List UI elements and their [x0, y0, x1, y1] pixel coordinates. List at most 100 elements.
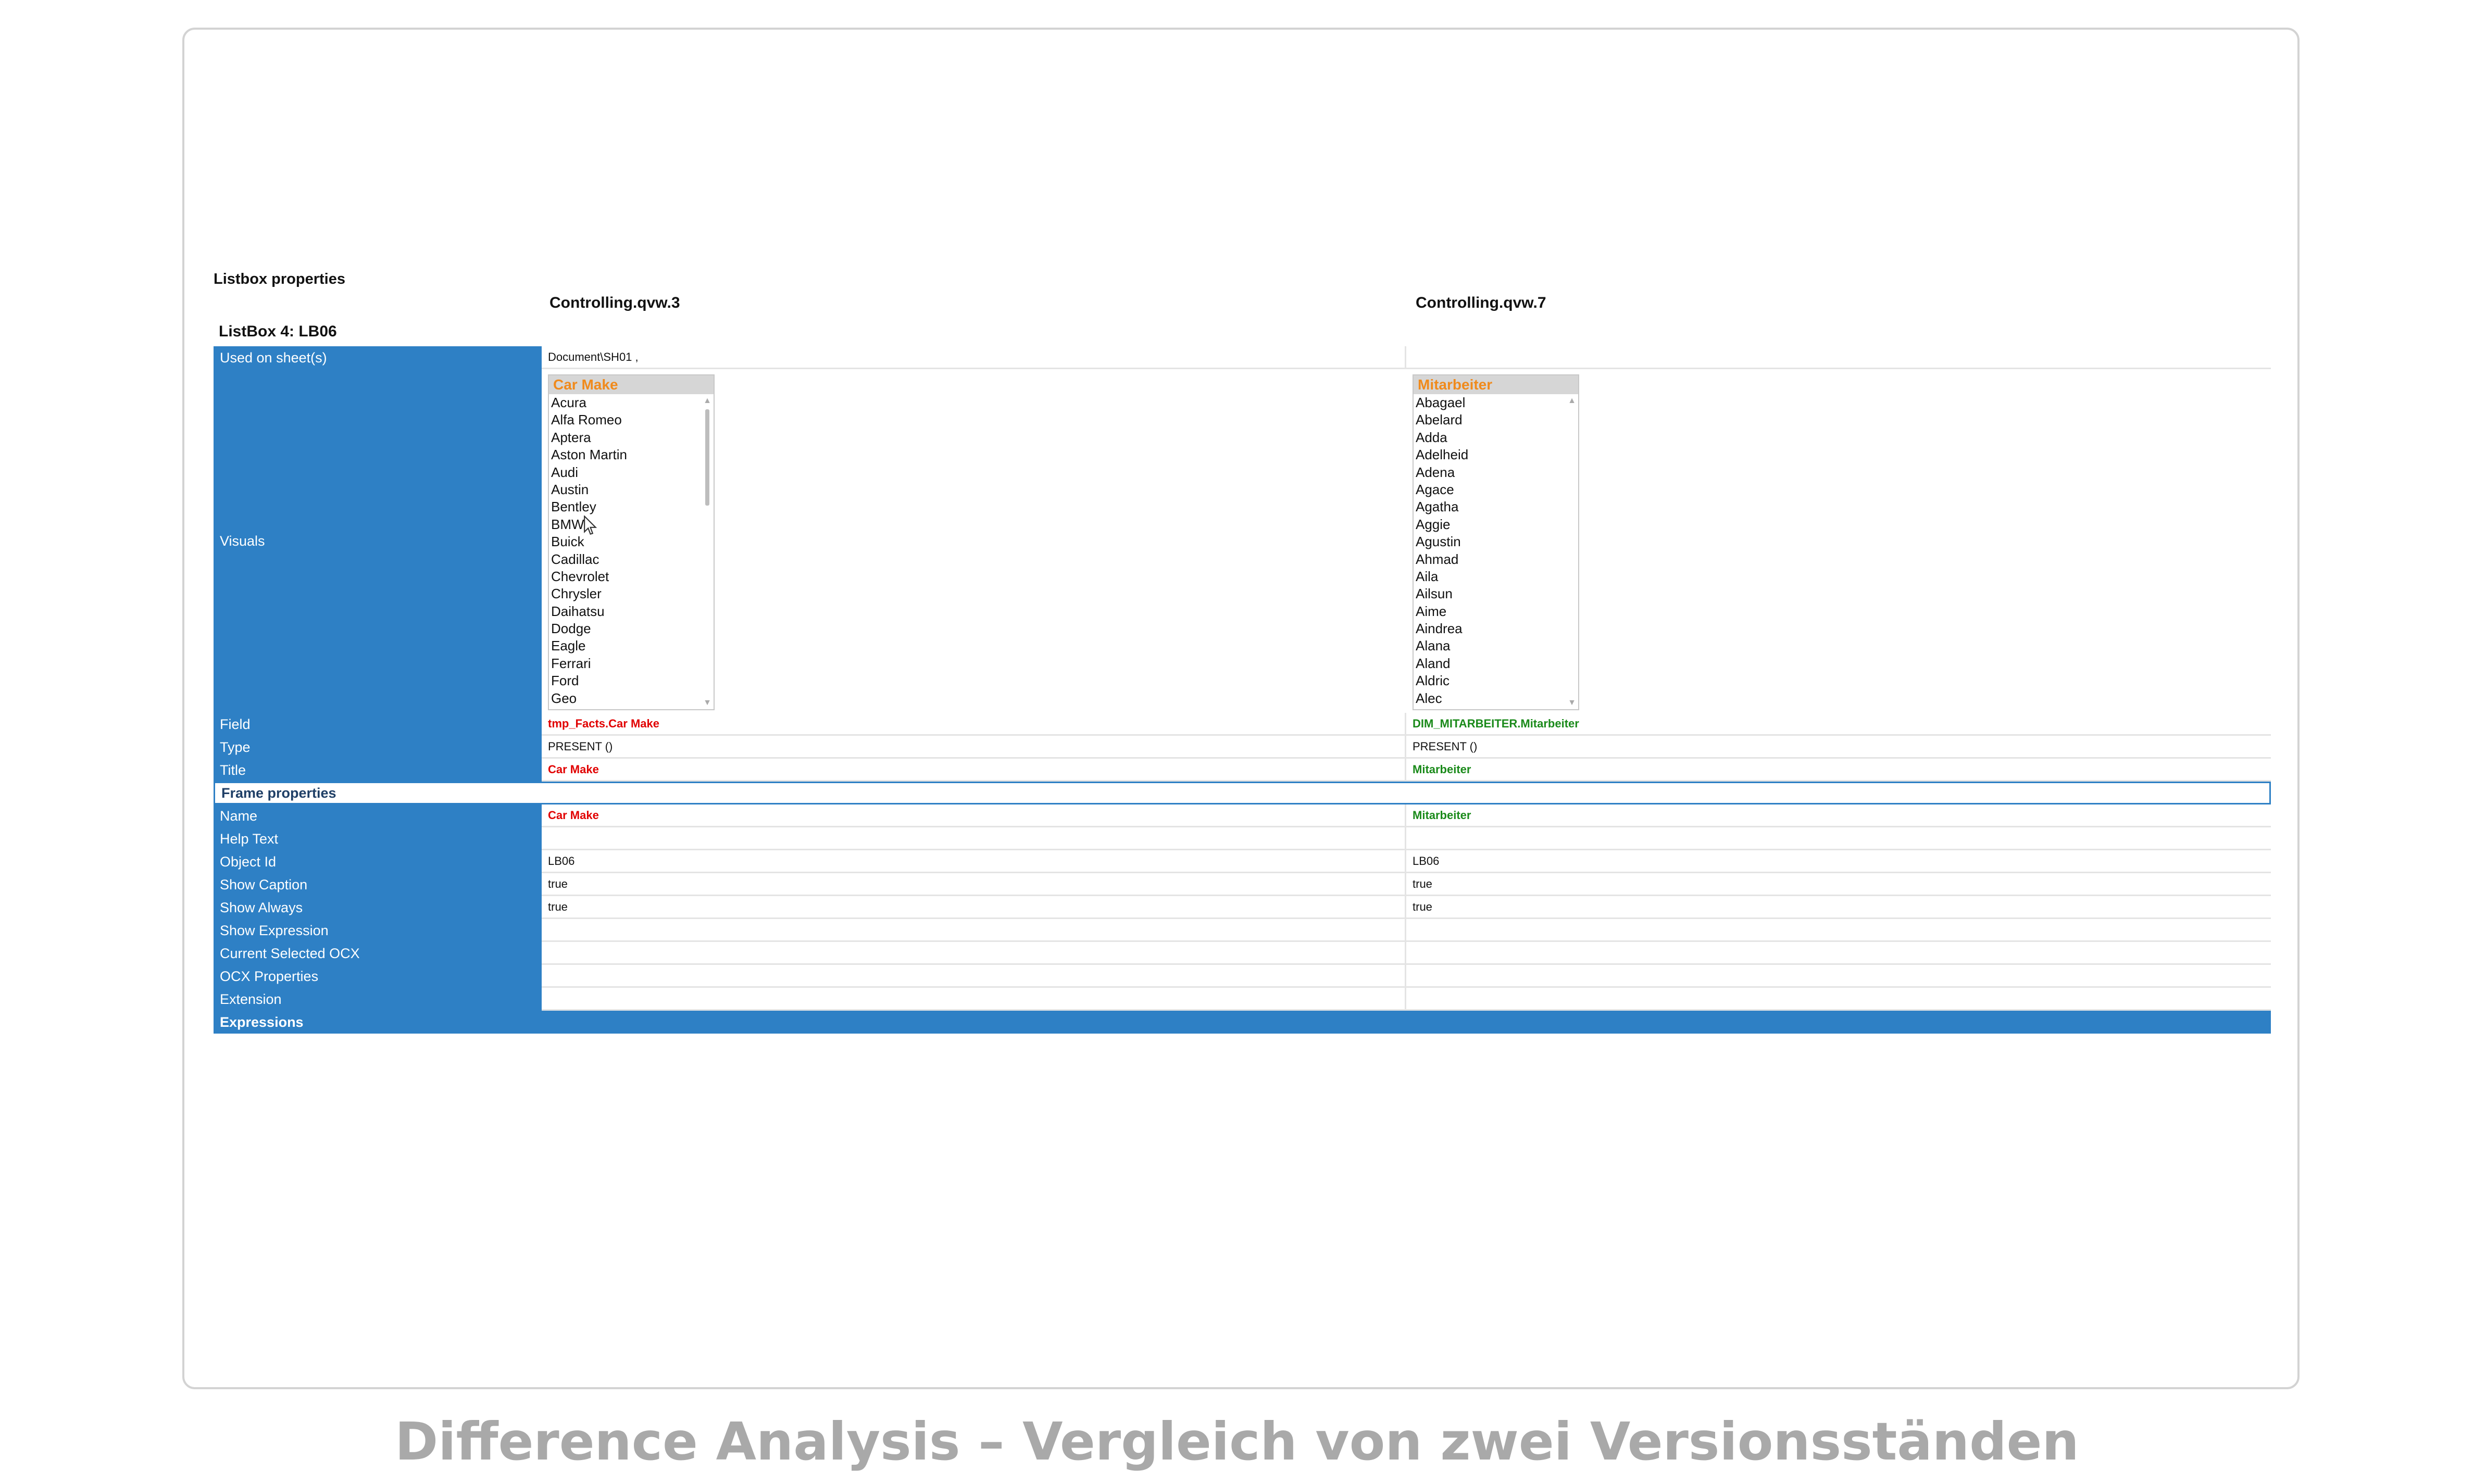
left-value: Car Make	[542, 759, 1406, 782]
row-type: Type PRESENT () PRESENT ()	[214, 736, 2271, 759]
list-item[interactable]: Aime	[1416, 603, 1447, 619]
list-item[interactable]: Aldric	[1416, 673, 1450, 689]
scroll-down-icon[interactable]: ▼	[703, 698, 711, 707]
listbox-mitarbeiter[interactable]: Mitarbeiter Abagael Abelard Adda Adelhei…	[1413, 374, 1579, 710]
left-value: LB06	[542, 850, 1406, 873]
left-value	[542, 965, 1406, 988]
list-item[interactable]: Abelard	[1416, 412, 1463, 428]
object-header: ListBox 4: LB06	[219, 323, 337, 340]
list-item[interactable]: Adelheid	[1416, 447, 1469, 463]
row-label: Help Text	[214, 827, 542, 850]
row-label: Show Always	[214, 896, 542, 919]
row-label: Title	[214, 759, 542, 782]
list-item[interactable]: Aland	[1416, 655, 1451, 671]
list-item[interactable]: Acura	[551, 395, 586, 410]
left-value	[542, 827, 1406, 850]
footer-caption: Difference Analysis – Vergleich von zwei…	[395, 1411, 2079, 1472]
list-item[interactable]: Ailsun	[1416, 586, 1453, 602]
listbox-car-make[interactable]: Car Make Acura Alfa Romeo Aptera Aston M…	[548, 374, 715, 710]
listbox-items: Acura Alfa Romeo Aptera Aston Martin Aud…	[549, 394, 714, 707]
report-title: Listbox properties	[214, 271, 345, 287]
right-value: true	[1406, 896, 2271, 919]
right-value: Mitarbeiter	[1406, 804, 2271, 827]
row-label: Extension	[214, 988, 542, 1011]
list-item[interactable]: Ahmad	[1416, 551, 1459, 567]
list-item[interactable]: Adda	[1416, 429, 1447, 445]
list-item[interactable]: Geo	[551, 690, 577, 706]
list-item[interactable]: Chevrolet	[551, 568, 609, 584]
list-item[interactable]: Aggie	[1416, 516, 1451, 532]
list-item[interactable]: Agace	[1416, 481, 1454, 497]
listbox-scrollbar[interactable]: ▲ ▼	[703, 396, 711, 709]
right-value	[1406, 919, 2271, 942]
list-item[interactable]: Chrysler	[551, 586, 602, 602]
list-item[interactable]: Aindrea	[1416, 621, 1463, 637]
list-item[interactable]: Cadillac	[551, 551, 599, 567]
row-label: Type	[214, 736, 542, 759]
row-extension: Extension	[214, 988, 2271, 1011]
left-value	[542, 988, 1406, 1011]
section-expressions[interactable]: Expressions	[214, 1011, 2271, 1034]
row-label: Name	[214, 804, 542, 827]
list-item[interactable]: Daihatsu	[551, 603, 605, 619]
list-item[interactable]: Alfa Romeo	[551, 412, 622, 428]
right-value: PRESENT ()	[1406, 736, 2271, 759]
right-value: Mitarbeiter	[1406, 759, 2271, 782]
row-label: Used on sheet(s)	[214, 346, 542, 369]
listbox-caption[interactable]: Car Make	[549, 375, 714, 394]
scroll-down-icon[interactable]: ▼	[1568, 698, 1576, 707]
row-current-selected-ocx: Current Selected OCX	[214, 942, 2271, 965]
list-item[interactable]: Audi	[551, 464, 579, 480]
row-title: Title Car Make Mitarbeiter	[214, 759, 2271, 782]
right-value: DIM_MITARBEITER.Mitarbeiter	[1406, 713, 2271, 736]
section-frame-properties: Frame properties	[214, 782, 2271, 804]
listbox-scrollbar[interactable]: ▲ ▼	[1568, 396, 1576, 709]
row-label: Show Caption	[214, 873, 542, 896]
list-item[interactable]: Buick	[551, 534, 584, 550]
row-show-expression: Show Expression	[214, 919, 2271, 942]
left-value: Car Make	[542, 804, 1406, 827]
listbox-items: Abagael Abelard Adda Adelheid Adena Agac…	[1414, 394, 1578, 707]
list-item[interactable]: Abagael	[1416, 395, 1466, 410]
row-field: Field tmp_Facts.Car Make DIM_MITARBEITER…	[214, 713, 2271, 736]
list-item[interactable]: Adena	[1416, 464, 1455, 480]
scroll-up-icon[interactable]: ▲	[1568, 396, 1576, 405]
left-file-header: Controlling.qvw.3	[549, 294, 680, 311]
scroll-thumb[interactable]	[705, 409, 709, 506]
list-item[interactable]: Alec	[1416, 690, 1442, 706]
list-item[interactable]: Agustin	[1416, 534, 1461, 550]
list-item[interactable]: Alana	[1416, 638, 1451, 654]
list-item[interactable]: Agatha	[1416, 499, 1459, 515]
right-file-header: Controlling.qvw.7	[1416, 294, 1546, 311]
list-item[interactable]: Dodge	[551, 621, 591, 637]
right-value	[1406, 827, 2271, 850]
row-help-text: Help Text	[214, 827, 2271, 850]
listbox-caption[interactable]: Mitarbeiter	[1414, 375, 1578, 394]
row-name: Name Car Make Mitarbeiter	[214, 804, 2271, 827]
row-label: Field	[214, 713, 542, 736]
left-value: true	[542, 873, 1406, 896]
list-item[interactable]: Aila	[1416, 568, 1439, 584]
list-item[interactable]: Austin	[551, 481, 589, 497]
right-value: true	[1406, 873, 2271, 896]
list-item[interactable]: Eagle	[551, 638, 586, 654]
row-label: OCX Properties	[214, 965, 542, 988]
list-item[interactable]: Aston Martin	[551, 447, 627, 463]
right-value	[1406, 942, 2271, 965]
right-value	[1406, 346, 2271, 369]
list-item[interactable]: BMW	[551, 516, 584, 532]
list-item[interactable]: Ferrari	[551, 655, 591, 671]
left-value	[542, 942, 1406, 965]
row-object-id: Object Id LB06 LB06	[214, 850, 2271, 873]
row-label: Current Selected OCX	[214, 942, 542, 965]
left-value: Document\SH01 ,	[542, 346, 1406, 369]
scroll-up-icon[interactable]: ▲	[703, 396, 711, 405]
row-label: Show Expression	[214, 919, 542, 942]
list-item[interactable]: Bentley	[551, 499, 596, 515]
row-show-always: Show Always true true	[214, 896, 2271, 919]
list-item[interactable]: Ford	[551, 673, 579, 689]
mouse-pointer-icon	[584, 515, 597, 535]
left-value: true	[542, 896, 1406, 919]
right-value: LB06	[1406, 850, 2271, 873]
list-item[interactable]: Aptera	[551, 429, 591, 445]
